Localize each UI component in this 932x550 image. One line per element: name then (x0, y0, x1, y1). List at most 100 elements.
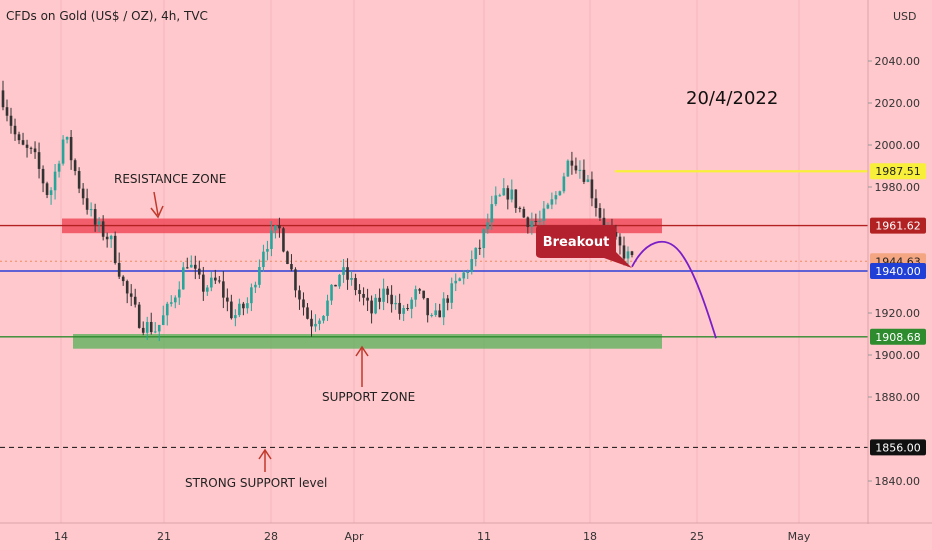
candle-body (438, 310, 441, 318)
candle-body (202, 274, 205, 292)
candle-body (234, 315, 237, 319)
candle-body (574, 165, 578, 171)
candle (546, 202, 550, 210)
candle-body (402, 308, 405, 314)
candle-body (97, 221, 101, 225)
candle (446, 294, 450, 311)
candle-body (370, 300, 373, 314)
candle (518, 206, 522, 213)
candle-body (498, 195, 502, 197)
candle-body (61, 139, 65, 164)
x-tick-label: Apr (344, 530, 364, 543)
candle-body (33, 148, 37, 153)
candle-body (302, 299, 305, 308)
candle-body (602, 217, 606, 228)
candle-body (586, 179, 590, 182)
candle (442, 292, 446, 326)
candle-body (630, 251, 634, 255)
candle (578, 160, 582, 179)
candle (626, 246, 630, 267)
candle (374, 294, 377, 315)
candle (350, 271, 353, 286)
candle-body (85, 198, 89, 210)
candle-body (29, 147, 33, 149)
candle (330, 284, 333, 305)
candle (478, 239, 482, 255)
candle (29, 146, 33, 154)
candle-body (109, 235, 113, 240)
candle (234, 309, 237, 327)
candle (522, 206, 526, 219)
candle (250, 283, 253, 312)
candle-body (310, 318, 313, 327)
candle-body (534, 221, 538, 223)
candle-body (350, 278, 353, 280)
candle-body (266, 248, 269, 252)
candle (177, 281, 181, 305)
candle-body (518, 207, 522, 209)
candle-body (318, 320, 321, 324)
candle-body (73, 160, 77, 172)
candle-body (530, 221, 534, 228)
candle-body (137, 304, 141, 328)
support-arrow-head (355, 345, 369, 357)
candle (13, 118, 17, 141)
candle (266, 240, 269, 261)
candle-body (570, 160, 574, 166)
candle-body (514, 189, 518, 208)
candle-body (486, 222, 490, 230)
candle (590, 171, 594, 207)
candle-body (77, 171, 81, 189)
zone-layer (62, 218, 662, 349)
price-label-text: 1908.68 (875, 331, 921, 344)
candle (21, 132, 25, 146)
candle (37, 142, 41, 179)
candle (109, 234, 113, 248)
y-tick-label: 1900.00 (875, 349, 921, 362)
candle (426, 297, 429, 323)
candle (286, 250, 289, 265)
line-layer (0, 170, 868, 448)
candle-body (165, 303, 169, 316)
candle-body (594, 198, 598, 209)
candle (242, 301, 245, 316)
candle (145, 316, 149, 340)
candle (506, 185, 510, 210)
candle-body (598, 208, 602, 218)
candle-body (478, 247, 482, 249)
candle (362, 287, 365, 306)
price-label: 1987.51 (870, 163, 926, 180)
candle-body (141, 327, 145, 333)
candle-body (430, 315, 433, 317)
candle (77, 167, 81, 194)
candle-body (5, 107, 9, 116)
candle (514, 189, 518, 213)
candle (342, 259, 345, 283)
candle (173, 295, 177, 309)
candle-body (354, 278, 357, 291)
resistance-zone-label: RESISTANCE ZONE (114, 172, 226, 186)
candle (386, 286, 389, 304)
candle-body (125, 281, 129, 294)
candle (314, 314, 317, 332)
y-tick-label: 2040.00 (875, 55, 921, 68)
candle (41, 165, 45, 193)
candle (294, 267, 297, 298)
candle (1, 80, 5, 111)
candle-body (242, 303, 245, 309)
annotation-layer: RESISTANCE ZONE SUPPORT ZONE STRONG SUPPOR… (114, 172, 632, 490)
x-tick-label: 14 (54, 530, 68, 543)
candle (390, 285, 393, 313)
candle (137, 302, 141, 329)
candle-body (470, 259, 474, 273)
candle-body (398, 302, 401, 314)
price-label-text: 1940.00 (875, 265, 921, 278)
candle-body (390, 294, 393, 305)
candle (410, 297, 413, 319)
candle (49, 187, 53, 205)
candle-body (562, 176, 566, 192)
candle (121, 275, 125, 286)
candle (354, 273, 357, 296)
